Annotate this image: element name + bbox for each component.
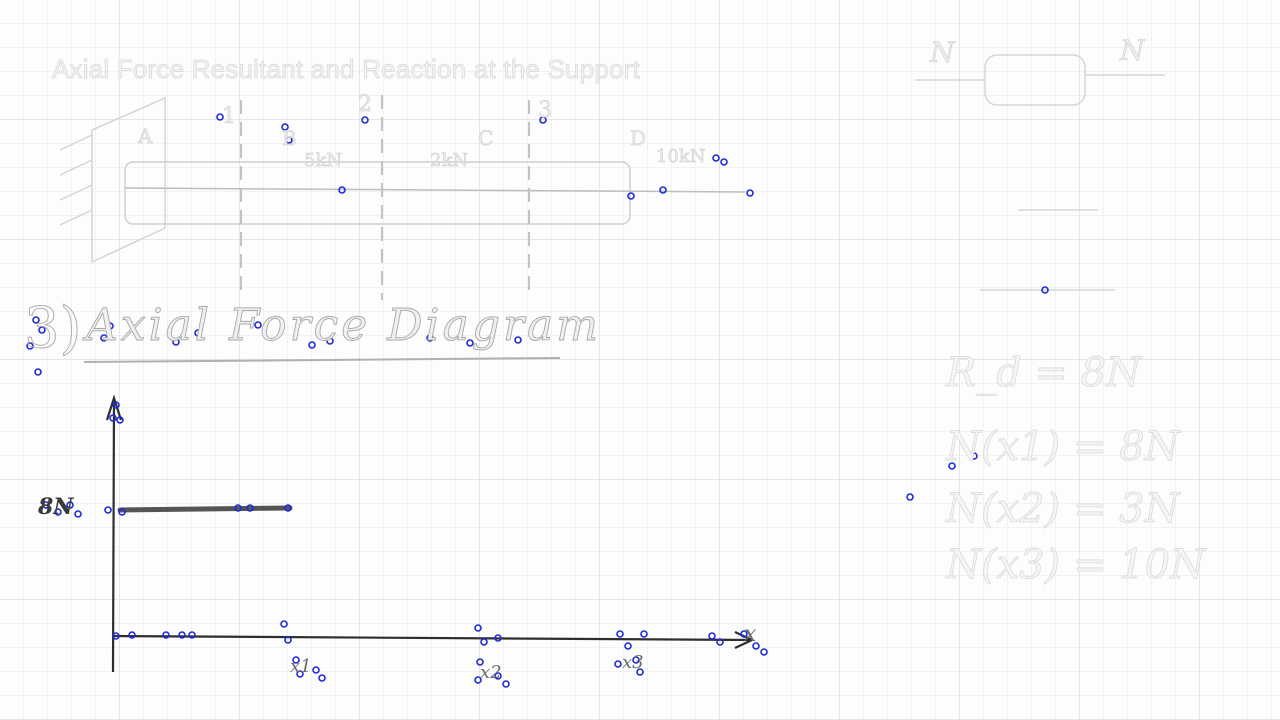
force-value-label: 8N (38, 494, 74, 520)
free-body-sketch (915, 54, 1165, 291)
wall-support (59, 96, 166, 264)
point-label-b: B (282, 126, 297, 151)
equation-n-x1: N(x1) = 8N (946, 424, 1180, 471)
free-body-left-label: N (930, 36, 955, 70)
equation-n-x3: N(x3) = 10N (946, 542, 1206, 589)
x-axis-label: x (744, 622, 757, 647)
equation-reaction: R_d = 8N (946, 350, 1142, 397)
diagram-heading: Axial Force Diagram (86, 300, 602, 352)
section-label-2: 2 (358, 92, 373, 118)
force-level-line (117, 505, 293, 513)
load-label-2: 2kN (430, 150, 469, 172)
heading-underline (83, 357, 561, 363)
x-tick-label-2: x2 (480, 662, 502, 683)
page-title: Axial Force Resultant and Reaction at th… (52, 54, 641, 85)
section-label-3: 3 (538, 98, 553, 124)
point-label-a: A (138, 124, 153, 149)
load-label-3: 10kN (656, 146, 706, 168)
part-marker: 3) (23, 296, 82, 362)
free-body-right-label: N (1120, 34, 1145, 68)
load-label-1: 5kN (304, 150, 343, 172)
diagram-axes (105, 394, 755, 673)
point-label-d: D (630, 126, 647, 151)
beam (124, 161, 746, 225)
section-label-1: 1 (222, 104, 237, 130)
marker-dots (26, 113, 1049, 688)
point-label-c: C (478, 126, 494, 151)
equation-n-x2: N(x2) = 3N (946, 486, 1180, 533)
x-tick-label-1: x1 (290, 656, 312, 677)
section-cuts (240, 95, 530, 300)
x-tick-label-3: x3 (622, 652, 644, 673)
